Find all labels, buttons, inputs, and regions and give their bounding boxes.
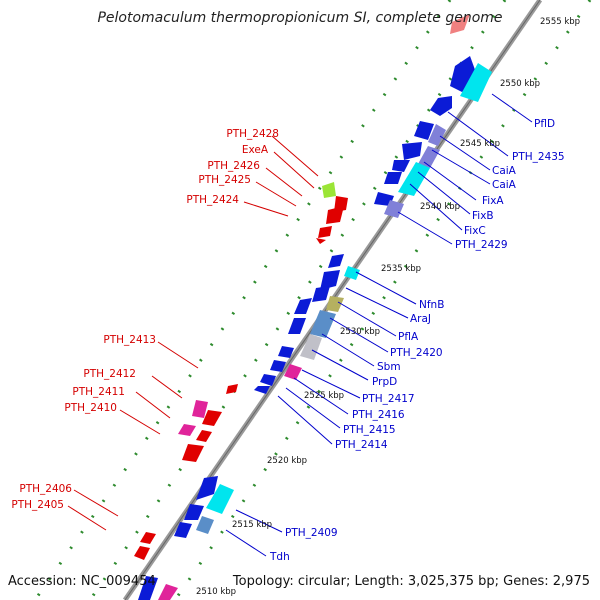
scale-label: 2555 kbp	[540, 17, 580, 27]
gene-label: Tdh	[269, 551, 290, 563]
gene-label: NfnB	[419, 299, 444, 311]
gene-label: PTH_2435	[512, 151, 565, 163]
gene-label: PTH_2410	[64, 402, 117, 414]
gene-label: PTH_2414	[335, 439, 388, 451]
map-title: Pelotomaculum thermopropionicum SI, comp…	[97, 10, 503, 26]
gene-label: FixC	[464, 225, 486, 237]
accession-label: Accession: NC_009454	[8, 574, 156, 589]
scale-label: 2530 kbp	[340, 327, 380, 337]
scale-label: 2545 kbp	[460, 139, 500, 149]
gene-label: PflD	[534, 118, 555, 130]
forward-leader-lines	[67, 135, 319, 531]
gene-label: PTH_2426	[207, 160, 260, 172]
gene-label: PTH_2428	[226, 128, 279, 140]
gene-label: PrpD	[372, 376, 397, 388]
gene-label: PTH_2406	[19, 483, 72, 495]
tick-track-right	[173, 0, 592, 600]
scale-label: 2550 kbp	[500, 79, 540, 89]
gene-label: PTH_2409	[285, 527, 338, 539]
gene-label: PTH_2425	[198, 174, 251, 186]
gene-label: PTH_2413	[103, 334, 156, 346]
gene-label: PTH_2415	[343, 424, 396, 436]
gene-label: PTH_2420	[390, 347, 443, 359]
gene-label: PTH_2424	[186, 194, 239, 206]
reverse-gene-labels: PflD PTH_2435 CaiA CaiA FixA FixB FixC P…	[269, 118, 565, 563]
reverse-leader-lines	[225, 93, 533, 557]
gene-label: PTH_2417	[362, 393, 415, 405]
gene-label: ExeA	[242, 144, 269, 156]
gene-label: CaiA	[492, 165, 517, 177]
gene-label: PTH_2416	[352, 409, 405, 421]
gene-label: Sbm	[377, 361, 401, 373]
scale-label: 2515 kbp	[232, 520, 272, 530]
gene-label: PTH_2405	[11, 499, 64, 511]
scale-label: 2520 kbp	[267, 456, 307, 466]
gene-label: AraJ	[410, 313, 431, 325]
scale-labels: 2510 kbp 2515 kbp 2520 kbp 2525 kbp 2530…	[196, 17, 580, 597]
gene-label: PTH_2412	[83, 368, 136, 380]
gene-label: FixA	[482, 195, 504, 207]
gene-label: PflA	[398, 331, 419, 343]
gene-label: PTH_2411	[72, 386, 125, 398]
gene-label: FixB	[472, 210, 494, 222]
gene-label: CaiA	[492, 179, 517, 191]
tick-track-outer-left	[33, 0, 452, 600]
genome-summary: Topology: circular; Length: 3,025,375 bp…	[232, 574, 590, 589]
scale-label: 2535 kbp	[381, 264, 421, 274]
scale-label: 2525 kbp	[304, 391, 344, 401]
gene-features	[134, 14, 492, 600]
forward-gene-labels: PTH_2428 ExeA PTH_2426 PTH_2425 PTH_2424…	[11, 128, 279, 511]
gene-label: PTH_2429	[455, 239, 508, 251]
scale-label: 2540 kbp	[420, 202, 460, 212]
scale-label: 2510 kbp	[196, 587, 236, 597]
